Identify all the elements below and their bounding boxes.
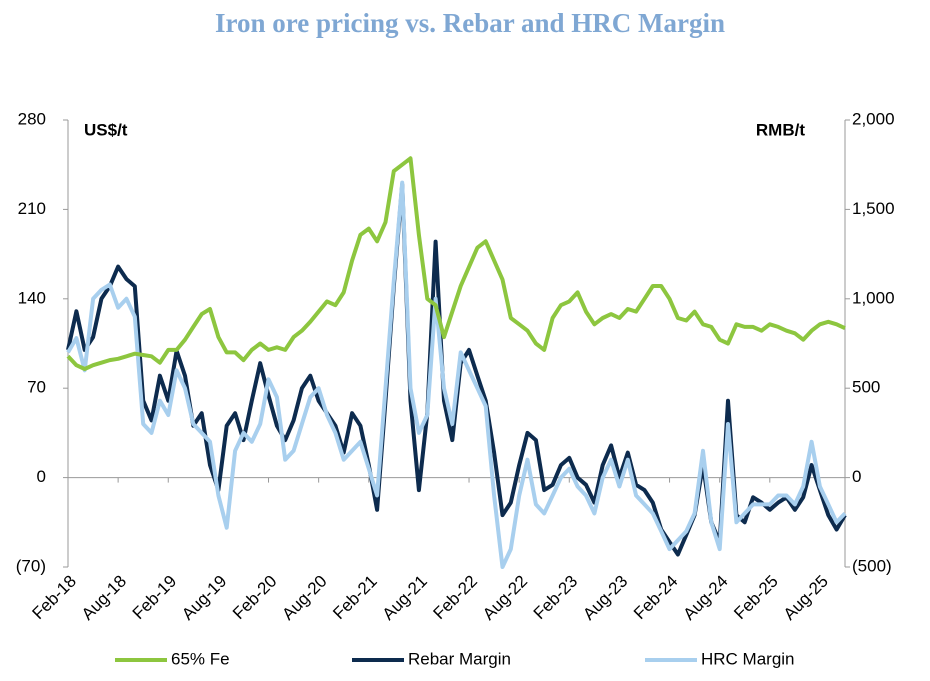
y-tick-label: (70): [16, 556, 46, 575]
x-tick-label: Feb-21: [329, 572, 381, 624]
y-tick-label: 70: [27, 378, 46, 397]
y2-tick-label: (500): [852, 556, 892, 575]
x-tick-label: Aug-19: [178, 572, 230, 624]
x-tick-label: Aug-18: [78, 572, 130, 624]
series-line: [66, 180, 847, 569]
y-tick-label: 0: [37, 467, 46, 486]
y-tick-label: 140: [18, 288, 46, 307]
x-tick-label: Aug-22: [479, 572, 531, 624]
legend-label: HRC Margin: [701, 649, 795, 668]
y2-tick-label: 500: [852, 378, 880, 397]
series-line: [66, 182, 847, 557]
x-tick-label: Feb-25: [730, 572, 782, 624]
y2-tick-label: 0: [852, 467, 861, 486]
y-tick-label: 210: [18, 199, 46, 218]
x-tick-label: Aug-25: [780, 572, 832, 624]
x-tick-label: Feb-22: [430, 572, 482, 624]
y-unit: US$/t: [84, 120, 128, 139]
y2-tick-label: 1,500: [852, 199, 895, 218]
legend-label: Rebar Margin: [408, 649, 511, 668]
x-tick-label: Feb-24: [630, 572, 682, 624]
x-tick-label: Feb-18: [28, 572, 80, 624]
series-line: [66, 156, 846, 371]
x-tick-label: Aug-21: [379, 572, 431, 624]
y2-unit: RMB/t: [756, 120, 805, 139]
y2-tick-label: 2,000: [852, 109, 895, 128]
x-tick-label: Aug-23: [579, 572, 631, 624]
x-tick-label: Aug-20: [278, 572, 330, 624]
chart-title: Iron ore pricing vs. Rebar and HRC Margi…: [215, 8, 725, 38]
x-tick-label: Feb-20: [229, 572, 281, 624]
y-tick-label: 280: [18, 109, 46, 128]
legend-label: 65% Fe: [171, 649, 230, 668]
x-tick-label: Aug-24: [679, 572, 731, 624]
y2-tick-label: 1,000: [852, 288, 895, 307]
x-tick-label: Feb-23: [530, 572, 582, 624]
x-tick-label: Feb-19: [129, 572, 181, 624]
